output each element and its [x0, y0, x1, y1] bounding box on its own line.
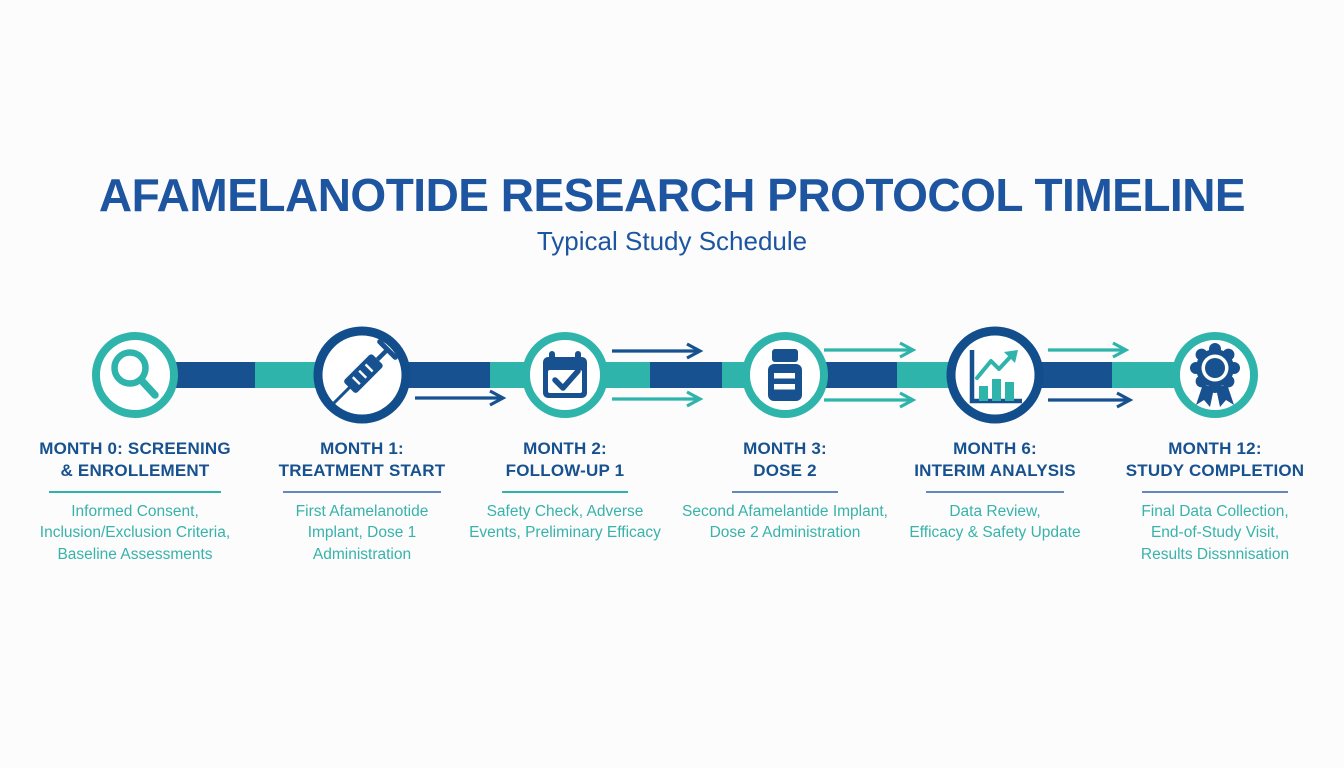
milestone-heading: MONTH 12: STUDY COMPLETION	[1125, 439, 1305, 480]
milestone-labels: MONTH 0: SCREENING & ENROLLEMENT Informe…	[0, 438, 1344, 618]
timeline-graphic	[92, 326, 1258, 424]
milestone-label-month-0: MONTH 0: SCREENING & ENROLLEMENT Informe…	[18, 438, 252, 566]
milestone-label-month-12: MONTH 12: STUDY COMPLETION Final Data Co…	[1096, 438, 1334, 566]
milestone-node-month-12	[1172, 332, 1258, 418]
arrow-below-connector-4	[824, 391, 917, 409]
milestone-label-month-6: MONTH 6: INTERIM ANALYSIS Data Review, E…	[878, 438, 1112, 544]
heading-underline	[926, 490, 1064, 493]
arrow-below-connector-5	[1048, 391, 1134, 409]
milestone-label-month-3: MONTH 3: DOSE 2 Second Afamelantide Impl…	[663, 438, 907, 544]
milestone-node-month-1	[313, 326, 411, 424]
arrow-below-connector-2	[415, 389, 507, 407]
milestone-node-month-6	[946, 326, 1044, 424]
heading-underline	[732, 490, 838, 493]
milestone-heading: MONTH 1: TREATMENT START	[278, 439, 446, 480]
heading-underline	[1142, 490, 1288, 493]
pill-bottle-icon	[768, 349, 802, 401]
arrow-above-connector-5	[1048, 341, 1130, 359]
calendar-check-icon	[543, 351, 587, 398]
milestone-description: Data Review, Efficacy & Safety Update	[909, 502, 1081, 542]
timeline-connectors	[135, 362, 1215, 388]
milestone-ring	[946, 326, 1044, 424]
heading-underline	[502, 490, 628, 493]
bar-chart-icon	[969, 350, 1022, 404]
milestone-description: First Afamelanotide Implant, Dose 1 Admi…	[295, 502, 429, 563]
milestone-heading: MONTH 3: DOSE 2	[743, 439, 827, 480]
milestone-heading: MONTH 0: SCREENING & ENROLLEMENT	[39, 439, 231, 480]
milestone-description: Final Data Collection, End-of-Study Visi…	[1140, 502, 1290, 563]
arrow-above-connector-4	[824, 341, 917, 359]
magnifier-icon	[111, 349, 159, 399]
milestone-description: Second Afamelantide Implant, Dose 2 Admi…	[682, 502, 888, 542]
award-ribbon-icon	[1190, 343, 1240, 407]
arrow-above-connector-3	[612, 342, 704, 360]
milestone-heading: MONTH 2: FOLLOW-UP 1	[505, 439, 625, 480]
timeline-arrows	[415, 341, 1134, 409]
milestone-description: Informed Consent, Inclusion/Exclusion Cr…	[39, 502, 231, 563]
heading-underline	[49, 490, 221, 493]
milestone-ring	[92, 332, 178, 418]
page-title: AFAMELANOTIDE RESEARCH PROTOCOL TIMELINE	[98, 169, 1246, 221]
milestone-node-month-2	[522, 332, 608, 418]
heading-underline	[283, 490, 441, 493]
connector-3-segment-navy	[650, 362, 722, 388]
milestone-node-month-0	[92, 332, 178, 418]
milestone-label-month-1: MONTH 1: TREATMENT START First Afamelano…	[245, 438, 479, 566]
milestone-node-month-3	[742, 332, 828, 418]
milestone-heading: MONTH 6: INTERIM ANALYSIS	[914, 439, 1076, 480]
milestone-label-month-2: MONTH 2: FOLLOW-UP 1 Safety Check, Adver…	[448, 438, 682, 544]
milestone-description: Safety Check, Adverse Events, Preliminar…	[469, 502, 661, 542]
arrow-below-connector-3	[612, 390, 704, 408]
page-subtitle: Typical Study Schedule	[536, 226, 808, 256]
syringe-icon	[332, 339, 398, 405]
